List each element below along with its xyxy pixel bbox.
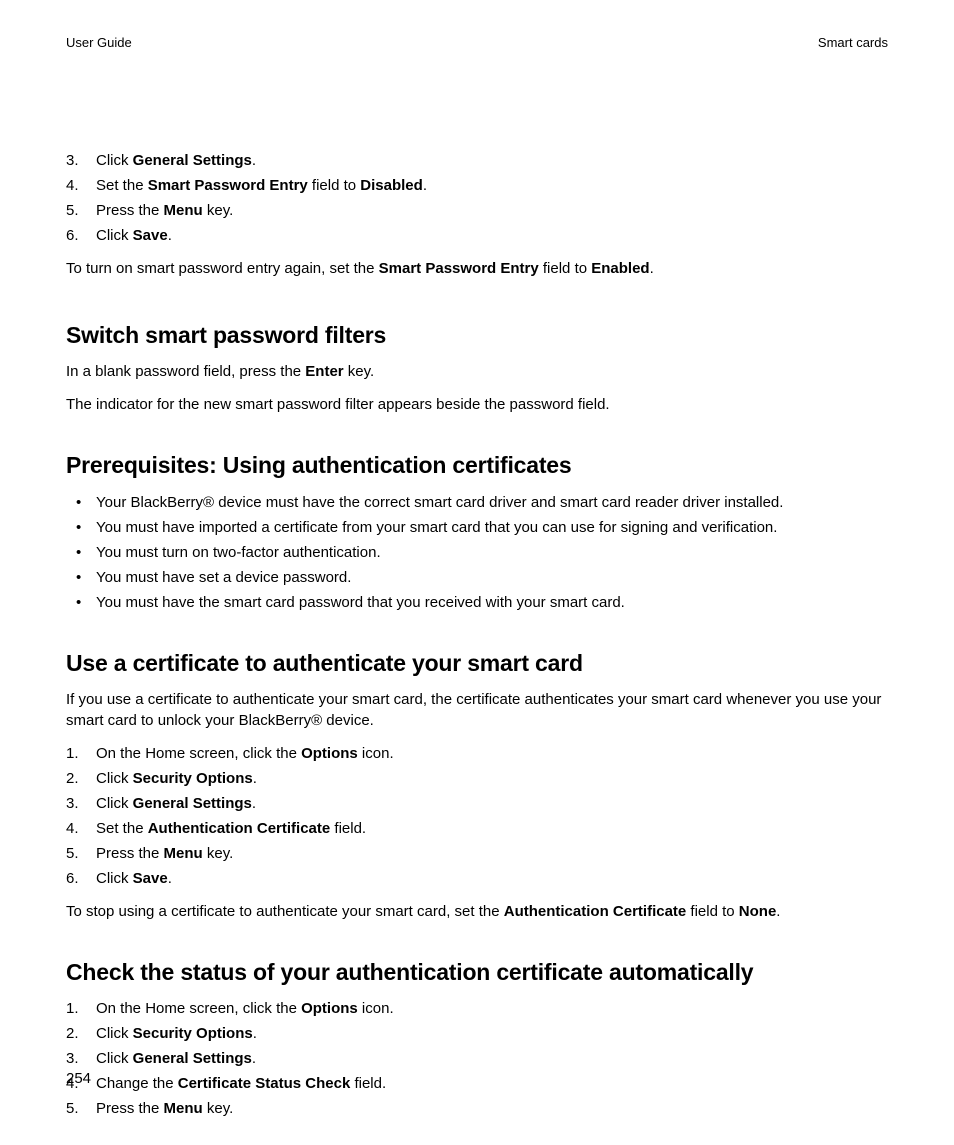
check-status-steps: 1.On the Home screen, click the Options … bbox=[66, 998, 888, 1119]
list-item: 4.Change the Certificate Status Check fi… bbox=[66, 1073, 888, 1094]
top-steps-list: 3. Click General Settings. 4. Set the Sm… bbox=[66, 150, 888, 246]
section-title: Prerequisites: Using authentication cert… bbox=[66, 449, 888, 481]
list-item: 5. Press the Menu key. bbox=[66, 200, 888, 221]
list-item: 6. Click Save. bbox=[66, 225, 888, 246]
list-item: 2.Click Security Options. bbox=[66, 768, 888, 789]
list-item: You must have imported a certificate fro… bbox=[66, 517, 888, 538]
list-item: 2.Click Security Options. bbox=[66, 1023, 888, 1044]
list-item: 6.Click Save. bbox=[66, 868, 888, 889]
section-prerequisites: Prerequisites: Using authentication cert… bbox=[66, 449, 888, 612]
list-item: You must have set a device password. bbox=[66, 567, 888, 588]
list-item: 3.Click General Settings. bbox=[66, 793, 888, 814]
section-check-status: Check the status of your authentication … bbox=[66, 956, 888, 1119]
list-item: 1.On the Home screen, click the Options … bbox=[66, 998, 888, 1019]
page: User Guide Smart cards 3. Click General … bbox=[0, 0, 954, 1145]
list-item: 1.On the Home screen, click the Options … bbox=[66, 743, 888, 764]
section-title: Check the status of your authentication … bbox=[66, 956, 888, 988]
section-title: Use a certificate to authenticate your s… bbox=[66, 647, 888, 679]
list-item: You must turn on two-factor authenticati… bbox=[66, 542, 888, 563]
list-item: 4. Set the Smart Password Entry field to… bbox=[66, 175, 888, 196]
paragraph: In a blank password field, press the Ent… bbox=[66, 361, 888, 382]
list-item: 3. Click General Settings. bbox=[66, 150, 888, 171]
top-note: To turn on smart password entry again, s… bbox=[66, 258, 888, 279]
paragraph: If you use a certificate to authenticate… bbox=[66, 689, 888, 731]
page-header: User Guide Smart cards bbox=[66, 34, 888, 52]
list-item: 3.Click General Settings. bbox=[66, 1048, 888, 1069]
list-item: 5.Press the Menu key. bbox=[66, 1098, 888, 1119]
paragraph: The indicator for the new smart password… bbox=[66, 394, 888, 415]
header-left: User Guide bbox=[66, 34, 132, 52]
page-number: 254 bbox=[66, 1068, 91, 1089]
header-right: Smart cards bbox=[818, 34, 888, 52]
use-cert-steps: 1.On the Home screen, click the Options … bbox=[66, 743, 888, 889]
section-use-certificate: Use a certificate to authenticate your s… bbox=[66, 647, 888, 922]
stop-note: To stop using a certificate to authentic… bbox=[66, 901, 888, 922]
list-item: Your BlackBerry® device must have the co… bbox=[66, 492, 888, 513]
section-switch-filters: Switch smart password filters In a blank… bbox=[66, 319, 888, 415]
prereq-list: Your BlackBerry® device must have the co… bbox=[66, 492, 888, 613]
list-item: 4.Set the Authentication Certificate fie… bbox=[66, 818, 888, 839]
list-item: You must have the smart card password th… bbox=[66, 592, 888, 613]
list-item: 5.Press the Menu key. bbox=[66, 843, 888, 864]
section-title: Switch smart password filters bbox=[66, 319, 888, 351]
